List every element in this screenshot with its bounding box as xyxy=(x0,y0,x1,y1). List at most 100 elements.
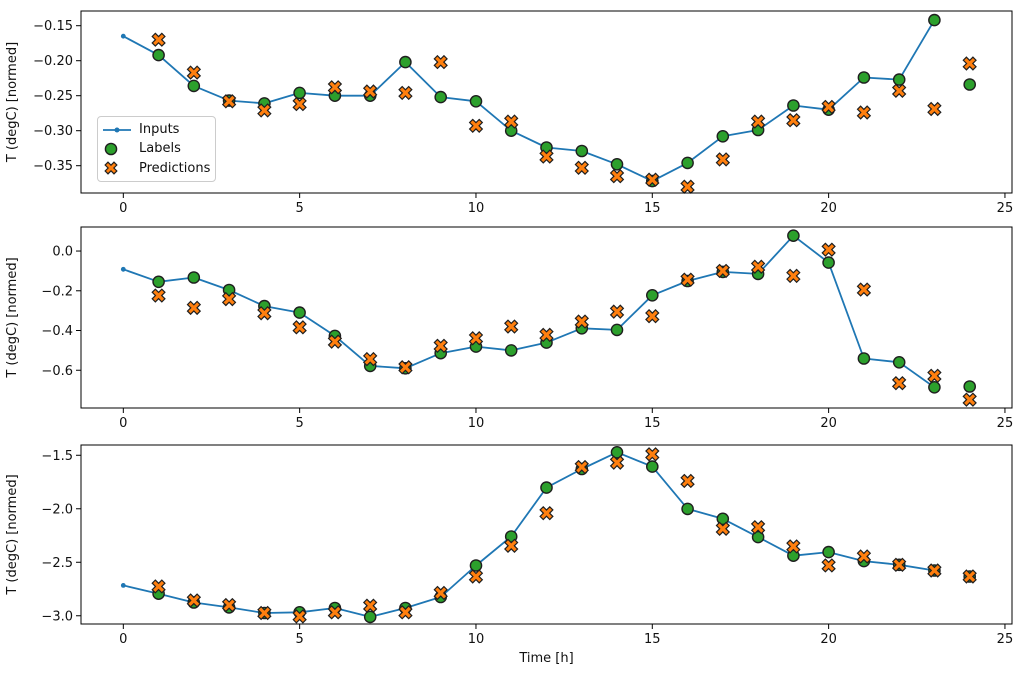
label-marker xyxy=(751,530,765,544)
label-marker xyxy=(857,71,871,84)
prediction-marker xyxy=(257,605,272,621)
prediction-marker xyxy=(221,94,237,109)
prediction-marker xyxy=(962,569,977,584)
prediction-marker xyxy=(962,56,977,71)
y-axis-label: T (degC) [normed] xyxy=(5,474,20,595)
labels-circle-icon xyxy=(102,141,132,157)
x-tick-label: 5 xyxy=(296,201,304,216)
prediction-marker xyxy=(433,338,448,354)
prediction-marker xyxy=(327,605,343,620)
prediction-marker xyxy=(362,598,378,613)
x-tick-label: 25 xyxy=(997,632,1014,647)
label-marker xyxy=(892,73,906,86)
x-tick-label: 25 xyxy=(997,201,1014,216)
y-tick-label: −3.0 xyxy=(41,609,73,624)
legend-label-predictions: Predictions xyxy=(139,160,211,176)
y-tick-label: −0.15 xyxy=(33,19,73,34)
prediction-marker xyxy=(327,80,343,95)
label-marker xyxy=(963,78,977,91)
subplot-3: −1.5 −2.0 −2.5 −3.0 0 5 10 15 20 25 T (degC) [norm… xyxy=(5,444,1014,666)
label-marker xyxy=(787,99,800,112)
x-tick-label: 10 xyxy=(468,416,485,431)
prediction-marker xyxy=(927,101,942,117)
prediction-marker xyxy=(539,149,554,164)
inputs-line-icon xyxy=(102,122,132,138)
label-marker xyxy=(434,90,448,104)
x-glyph xyxy=(104,161,118,176)
label-marker xyxy=(963,380,977,393)
y-tick-label: −2.5 xyxy=(41,556,73,571)
legend-entry-labels: Labels xyxy=(102,141,211,157)
label-marker xyxy=(928,380,941,394)
axes-spines xyxy=(80,444,1013,625)
prediction-marker xyxy=(221,597,237,613)
y-tick-label: −0.35 xyxy=(33,159,73,174)
prediction-marker xyxy=(856,549,872,564)
prediction-marker xyxy=(292,320,307,335)
x-tick-label: 20 xyxy=(820,201,837,216)
label-marker xyxy=(822,256,835,269)
prediction-marker xyxy=(186,300,202,316)
label-marker xyxy=(575,144,589,158)
prediction-marker xyxy=(468,569,484,584)
label-marker xyxy=(293,306,306,319)
label-marker xyxy=(681,156,694,170)
label-marker xyxy=(646,288,659,302)
prediction-marker xyxy=(468,331,484,346)
subplot-2: 0.0 −0.2 −0.4 −0.6 0 5 10 15 20 25 T (degC) [norme… xyxy=(5,226,1014,431)
x-tick-label: 15 xyxy=(644,201,661,216)
prediction-marker xyxy=(186,65,202,80)
prediction-marker xyxy=(398,360,413,375)
x-tick-label: 25 xyxy=(997,416,1014,431)
prediction-marker xyxy=(786,539,801,554)
y-tick-label: −0.30 xyxy=(33,124,73,139)
prediction-marker xyxy=(680,179,695,194)
label-marker xyxy=(787,229,800,242)
x-tick-label: 20 xyxy=(820,416,837,431)
y-tick-label: −0.4 xyxy=(41,324,73,339)
x-tick-label: 15 xyxy=(644,416,661,431)
label-marker xyxy=(822,545,835,559)
prediction-marker xyxy=(680,272,695,287)
label-marker xyxy=(469,559,483,572)
prediction-marker xyxy=(891,83,907,99)
prediction-marker xyxy=(504,538,519,553)
inputs-point-marker xyxy=(120,33,126,39)
prediction-marker xyxy=(715,152,731,167)
label-marker xyxy=(363,610,377,624)
x-tick-label: 5 xyxy=(296,416,304,431)
prediction-marker xyxy=(891,557,907,573)
prediction-marker xyxy=(750,519,766,535)
prediction-marker xyxy=(821,242,836,257)
inputs-line xyxy=(122,234,935,389)
prediction-marker xyxy=(927,368,942,384)
prediction-marker xyxy=(151,288,166,303)
label-marker xyxy=(187,271,201,284)
legend-label-labels: Labels xyxy=(139,141,181,157)
prediction-marker xyxy=(645,447,660,462)
prediction-marker xyxy=(821,558,836,573)
prediction-marker xyxy=(856,282,872,297)
label-marker xyxy=(716,512,730,526)
x-tick-label: 0 xyxy=(119,416,127,431)
prediction-marker xyxy=(680,473,695,489)
prediction-marker xyxy=(856,105,872,120)
label-marker xyxy=(681,502,694,516)
prediction-marker xyxy=(715,263,731,279)
x-tick-label: 15 xyxy=(644,632,661,647)
axes-spines xyxy=(80,226,1013,409)
prediction-marker xyxy=(504,114,519,129)
legend-entry-predictions: Predictions xyxy=(102,160,211,176)
label-marker xyxy=(504,344,518,357)
prediction-marker xyxy=(750,259,766,274)
prediction-marker xyxy=(433,585,448,601)
label-marker xyxy=(469,95,483,108)
prediction-marker xyxy=(574,314,589,329)
label-marker xyxy=(646,460,659,473)
prediction-marker xyxy=(927,563,942,578)
prediction-marker xyxy=(962,392,977,407)
prediction-marker xyxy=(645,172,660,187)
x-tick-label: 5 xyxy=(296,632,304,647)
